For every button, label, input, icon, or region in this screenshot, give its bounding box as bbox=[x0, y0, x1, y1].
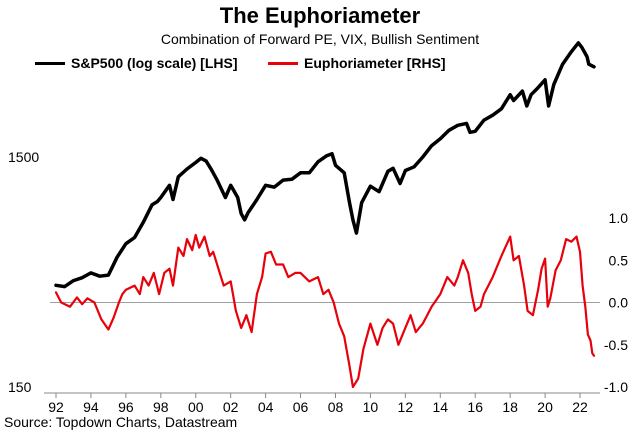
x-tick-label: 96 bbox=[118, 399, 134, 415]
x-tick-label: 06 bbox=[293, 399, 309, 415]
left-tick-label: 150 bbox=[8, 379, 32, 395]
chart-subtitle: Combination of Forward PE, VIX, Bullish … bbox=[160, 31, 480, 47]
x-tick-label: 98 bbox=[153, 399, 169, 415]
series-line-euphoriameter bbox=[54, 233, 596, 389]
right-tick-label: -1.0 bbox=[604, 379, 628, 395]
right-tick-label: 0.0 bbox=[609, 295, 629, 311]
x-tick-label: 02 bbox=[223, 399, 239, 415]
x-tick-label: 22 bbox=[572, 399, 588, 415]
legend-label-euphoriameter: Euphoriameter [RHS] bbox=[304, 55, 446, 71]
x-tick-label: 20 bbox=[537, 399, 553, 415]
x-tick-label: 10 bbox=[363, 399, 379, 415]
x-tick-label: 00 bbox=[188, 399, 204, 415]
x-tick-label: 04 bbox=[258, 399, 274, 415]
right-tick-label: 1.0 bbox=[609, 210, 629, 226]
x-tick-label: 12 bbox=[398, 399, 414, 415]
source-note: Source: Topdown Charts, Datastream bbox=[4, 414, 238, 430]
x-tick-label: 14 bbox=[432, 399, 448, 415]
left-tick-label: 1500 bbox=[8, 149, 39, 165]
series-line-sp500 bbox=[54, 41, 596, 289]
legend-item-euphoriameter: Euphoriameter [RHS] bbox=[268, 53, 446, 73]
x-tick-label: 08 bbox=[328, 399, 344, 415]
x-tick-label: 16 bbox=[467, 399, 483, 415]
right-tick-label: 0.5 bbox=[609, 252, 629, 268]
x-tick-label: 92 bbox=[48, 399, 64, 415]
x-tick-label: 94 bbox=[83, 399, 99, 415]
x-tick-label: 18 bbox=[502, 399, 518, 415]
legend-swatch-sp500 bbox=[35, 61, 65, 65]
legend-label-sp500: S&P500 (log scale) [LHS] bbox=[71, 55, 238, 71]
chart-title: The Euphoriameter bbox=[219, 3, 421, 28]
right-tick-label: -0.5 bbox=[604, 337, 628, 353]
legend-item-sp500: S&P500 (log scale) [LHS] bbox=[35, 53, 238, 73]
legend-swatch-euphoriameter bbox=[268, 61, 298, 65]
